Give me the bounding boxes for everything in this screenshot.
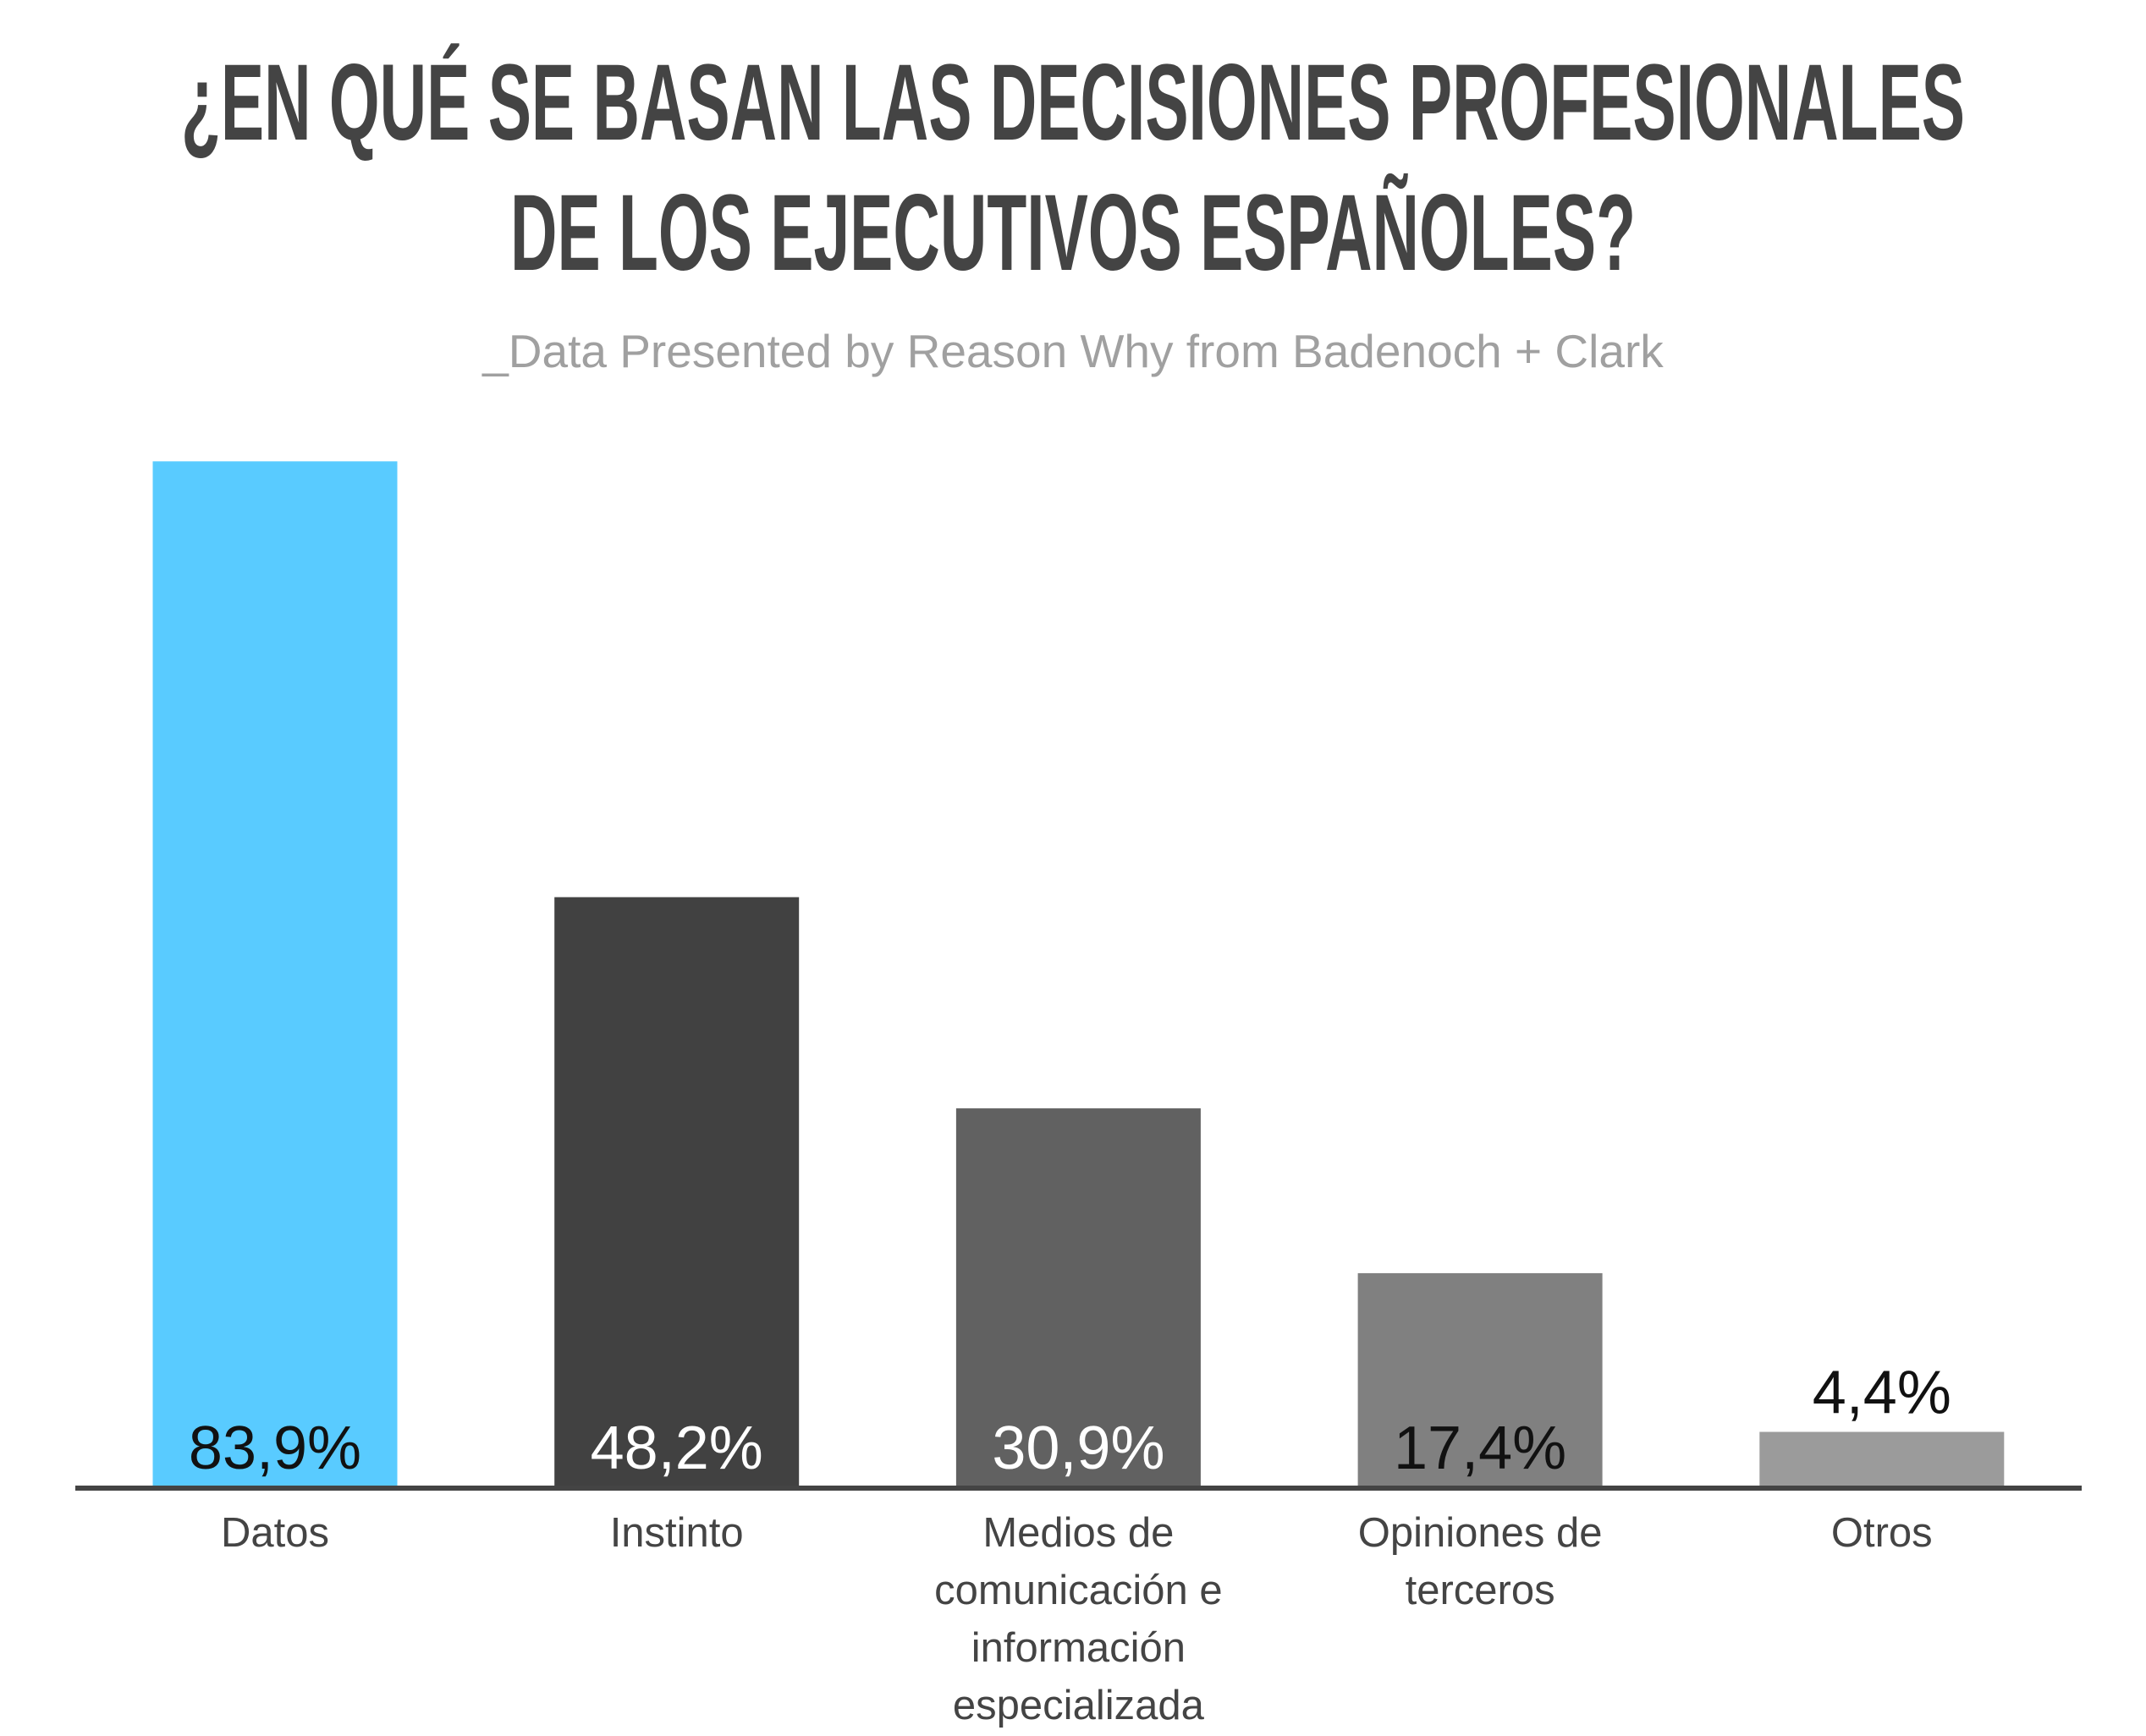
x-tick-label: Medios de comunicación e información esp… [934, 1510, 1223, 1728]
x-tick-label: Datos [220, 1510, 329, 1556]
bar [554, 897, 800, 1486]
x-tick-label: Otros [1830, 1510, 1933, 1556]
value-label: 17,4% [1394, 1415, 1566, 1482]
value-label: 48,2% [591, 1415, 763, 1482]
bar [1357, 1272, 1603, 1486]
value-label: 30,9% [992, 1415, 1164, 1482]
title-area: ¿EN QUÉ SE BASAN LAS DECISIONES PROFESIO… [0, 38, 2146, 309]
x-tick-label: Instinto [609, 1510, 744, 1556]
value-label: 4,4% [1813, 1360, 1951, 1427]
bar [1759, 1431, 2005, 1486]
bar [152, 461, 398, 1486]
value-label: 83,9% [189, 1415, 361, 1482]
chart-title: ¿EN QUÉ SE BASAN LAS DECISIONES PROFESIO… [180, 42, 1966, 294]
chart-subtitle: _Data Presented by Reason Why from Baden… [482, 325, 1664, 377]
bar [955, 1108, 1201, 1486]
x-tick-label: Opiniones de terceros [1357, 1510, 1603, 1613]
